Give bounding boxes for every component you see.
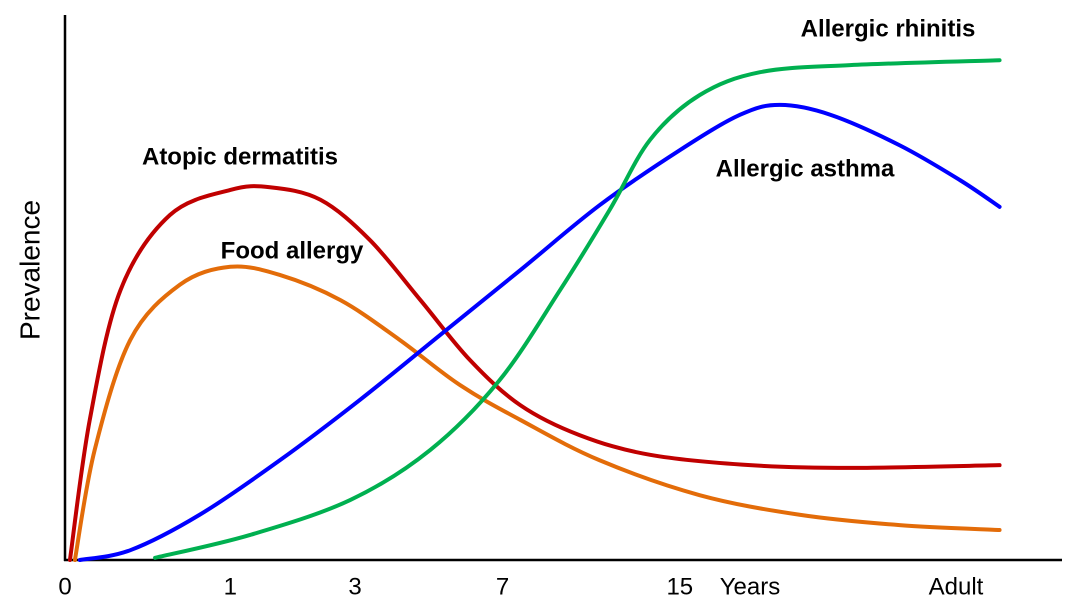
x-axis-label: Years: [720, 573, 781, 600]
x-tick-label: 1: [224, 573, 237, 600]
y-axis-label: Prevalence: [14, 200, 45, 340]
series-line: [77, 102, 1002, 562]
series-label: Allergic asthma: [716, 155, 895, 182]
series-line: [72, 264, 1002, 562]
series-label: Allergic rhinitis: [801, 15, 976, 42]
series-label: Atopic dermatitis: [142, 143, 338, 170]
series-line: [153, 58, 1002, 560]
x-tick-label: Adult: [929, 573, 984, 600]
x-tick-label: 3: [348, 573, 361, 600]
x-tick-label: 0: [58, 573, 71, 600]
series-line: [67, 184, 1002, 562]
x-tick-label: 7: [496, 573, 509, 600]
x-tick-label: 15: [666, 573, 693, 600]
series-label: Food allergy: [221, 237, 364, 264]
